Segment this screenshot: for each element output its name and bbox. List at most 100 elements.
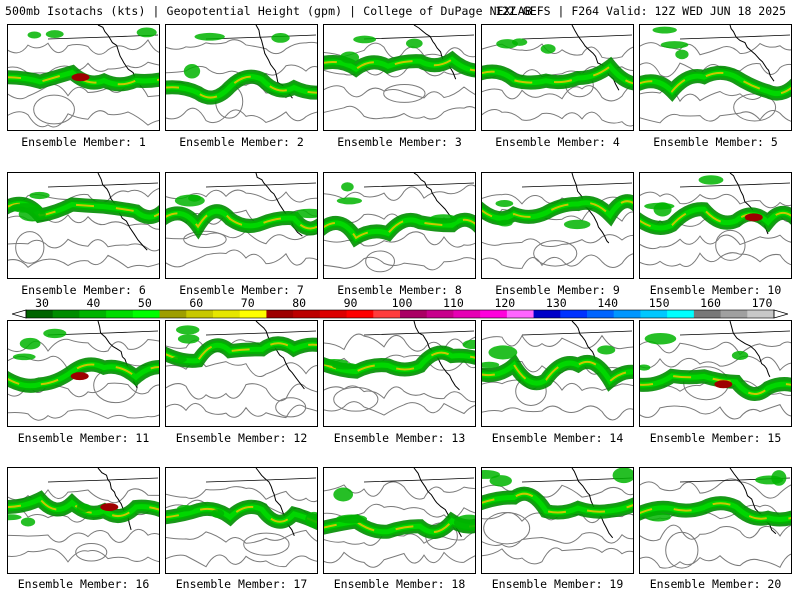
height-contour (324, 401, 475, 416)
country-border (679, 182, 791, 188)
wind-speed-patch (540, 44, 556, 54)
ensemble-member-map (7, 320, 160, 427)
country-border (47, 477, 159, 483)
isotach-height-field (8, 468, 159, 563)
jet-isotach-band (640, 500, 791, 522)
height-contour (324, 333, 475, 352)
isotach-height-field (482, 173, 633, 269)
ensemble-member-map (323, 467, 476, 574)
ensemble-member-label: Ensemble Member: 5 (653, 135, 778, 149)
height-contour (324, 256, 475, 271)
height-contour (482, 547, 633, 565)
wind-speed-patch (482, 361, 500, 369)
wind-speed-patch (175, 325, 200, 335)
ensemble-member-map (639, 320, 792, 427)
colorbar-tick-label: 70 (240, 296, 255, 310)
country-border (205, 477, 317, 483)
ensemble-member-map (7, 24, 160, 131)
colorbar-swatch (453, 310, 481, 318)
isotach-height-field (324, 468, 475, 568)
ensemble-member-map (165, 320, 318, 427)
isotach-height-field (324, 321, 475, 416)
height-contour (482, 43, 633, 59)
wind-speed-patch (497, 219, 513, 227)
height-contour (8, 238, 159, 252)
country-border (363, 330, 475, 336)
height-contour (324, 385, 475, 403)
wind-speed-patch (136, 27, 157, 38)
ensemble-member-label: Ensemble Member: 2 (179, 135, 304, 149)
wind-speed-patch (771, 470, 787, 486)
height-contour (166, 554, 317, 568)
ensemble-member-label: Ensemble Member: 20 (649, 577, 782, 591)
coastline (255, 321, 305, 390)
ensemble-member-label: Ensemble Member: 1 (21, 135, 146, 149)
closed-height-contour (365, 250, 395, 273)
height-contour (640, 524, 791, 542)
ensemble-member-label: Ensemble Member: 18 (333, 577, 466, 591)
isotach-height-field (640, 25, 791, 124)
ensemble-member-map (639, 24, 792, 131)
ensemble-member-map (639, 172, 792, 279)
wind-speed-patch (29, 191, 50, 200)
height-contour (166, 107, 317, 124)
colorbar-swatch (613, 310, 641, 318)
colorbar-tick-label: 90 (343, 296, 358, 310)
height-contour (640, 341, 791, 356)
colorbar-tick-label: 160 (700, 296, 721, 310)
colorbar-swatch (480, 310, 508, 318)
height-contour (324, 105, 475, 120)
wind-speed-patch (495, 200, 514, 207)
height-contour (166, 383, 317, 402)
height-contour (324, 85, 475, 99)
height-contour (482, 532, 633, 548)
colorbar-outline (25, 309, 775, 319)
jet-isotach-band (640, 206, 791, 231)
colorbar-swatch (587, 310, 615, 318)
colorbar-tick-label: 50 (137, 296, 152, 310)
wind-speed-patch (27, 31, 42, 39)
height-contour (8, 528, 159, 543)
jet-isotach-band (8, 361, 159, 389)
colorbar-swatch (106, 310, 134, 318)
height-contour (640, 109, 791, 124)
colorbar-swatch (26, 310, 54, 318)
jet-max-core (714, 380, 733, 389)
jet-core (482, 200, 633, 220)
colorbar-tick-labels: 30 40 50 60 70 80 90 100 110 120 130 140 150 160 170 (0, 296, 800, 310)
closed-height-contour (75, 542, 108, 562)
ensemble-member-label: Ensemble Member: 8 (337, 283, 462, 297)
coastline (571, 468, 614, 539)
wind-speed-patch (171, 356, 187, 363)
colorbar-swatch (52, 310, 80, 318)
wind-speed-patch (405, 38, 423, 49)
isotach-height-field (8, 25, 159, 128)
jet-isotach-band (166, 504, 317, 526)
colorbar-high-arrow (773, 309, 788, 319)
jet-isotach-band (324, 350, 475, 375)
height-contour (8, 548, 159, 563)
wind-speed-patch (698, 175, 724, 185)
isotach-height-field (166, 321, 317, 419)
height-contour (8, 254, 159, 269)
jet-max-core (744, 213, 763, 222)
wind-speed-patch (194, 32, 225, 41)
colorbar-tick-label: 130 (545, 296, 567, 310)
height-contour (640, 252, 791, 267)
jet-max-core (70, 372, 89, 381)
height-contour (640, 478, 791, 499)
country-border (679, 34, 791, 40)
wind-speed-patch (305, 511, 317, 528)
ensemble-member-label: Ensemble Member: 17 (175, 577, 308, 591)
country-border (521, 182, 633, 188)
isotach-height-field (482, 25, 633, 127)
jet-max-core (100, 503, 119, 512)
ensemble-member-label: Ensemble Member: 16 (17, 577, 150, 591)
colorbar-swatch (560, 310, 588, 318)
height-contour (324, 481, 475, 500)
wind-speed-patch (496, 39, 518, 49)
height-contour (166, 402, 317, 419)
jet-isotach-band (482, 491, 633, 516)
wind-speed-patch (332, 362, 359, 370)
colorbar-swatch (239, 310, 267, 318)
